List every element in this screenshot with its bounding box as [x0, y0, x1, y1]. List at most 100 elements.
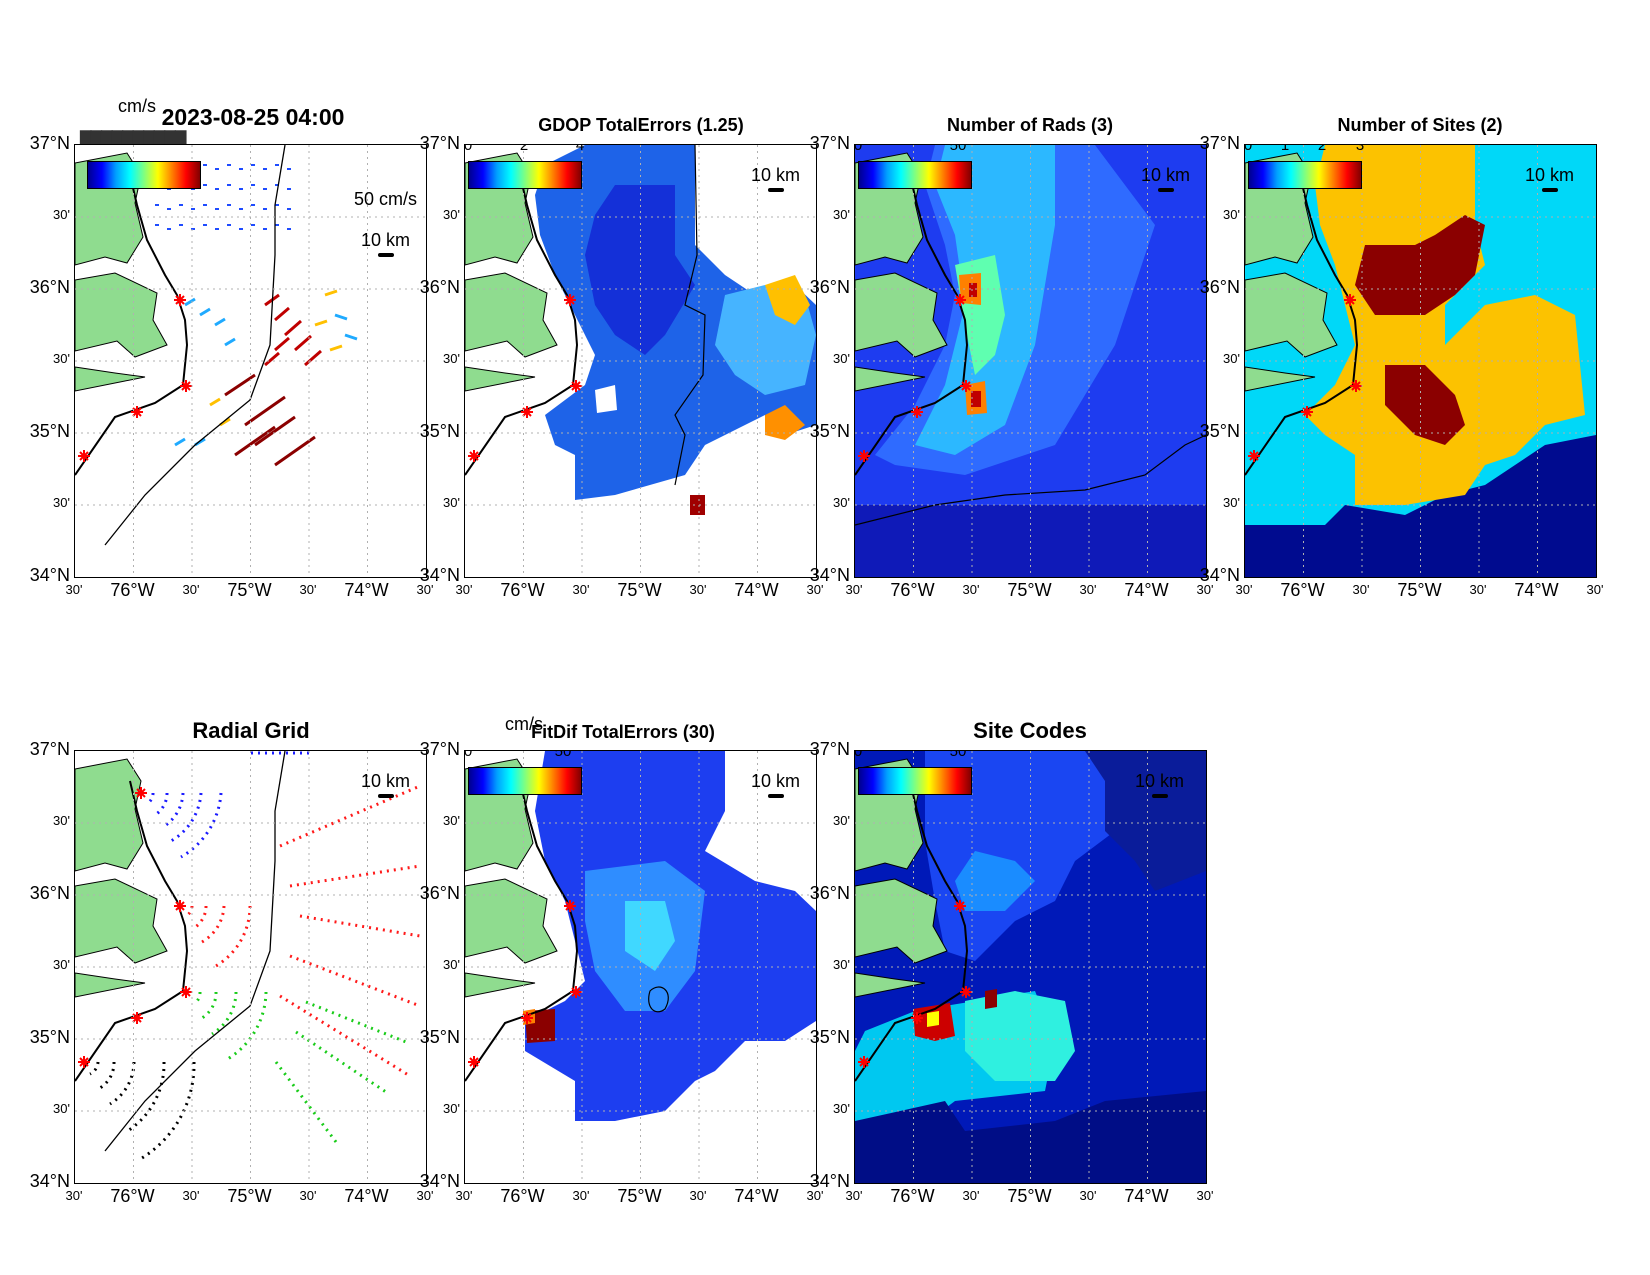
- land-mass: [465, 366, 536, 392]
- longitude-tick-label: 30': [299, 582, 317, 597]
- latitude-tick-label: 34°N: [809, 1171, 850, 1191]
- longitude-tick-label: 30': [182, 1188, 200, 1203]
- latitude-tick-label: 35°N: [1199, 421, 1240, 441]
- coastline: [855, 174, 969, 476]
- colorbar: [468, 161, 582, 189]
- scale-bar: 10 km: [1525, 165, 1574, 192]
- longitude-tick-label: 74°W: [734, 580, 779, 600]
- longitude-tick-label: 30': [455, 1188, 473, 1203]
- latitude-tick-label: 35°N: [419, 421, 460, 441]
- panel-title: Site Codes: [973, 718, 1087, 743]
- longitude-tick-label: 75°W: [617, 580, 662, 600]
- panel-title: FitDif TotalErrors (30): [531, 722, 715, 742]
- longitude-tick-label: 30': [572, 582, 590, 597]
- map-frame: 10 km: [74, 750, 427, 1184]
- longitude-tick-label: 30': [1196, 1188, 1214, 1203]
- map-frame: 0 2 4 10 km: [464, 144, 817, 578]
- longitude-tick-label: 30': [806, 1188, 824, 1203]
- longitude-tick-label: 30': [1469, 582, 1487, 597]
- longitude-tick-label: 76°W: [500, 1186, 545, 1206]
- longitude-tick-label: 30': [299, 1188, 317, 1203]
- latitude-tick-label: 34°N: [29, 565, 70, 585]
- latitude-tick-label: 30': [833, 495, 850, 510]
- scale-bar: 10 km: [1141, 165, 1190, 192]
- latitude-tick-label: 30': [53, 813, 70, 828]
- latitude-tick-label: 35°N: [29, 421, 70, 441]
- longitude-tick-label: 74°W: [734, 1186, 779, 1206]
- longitude-tick-label: 30': [65, 1188, 83, 1203]
- latitude-tick-label: 30': [443, 1101, 460, 1116]
- latitude-tick-label: 30': [443, 957, 460, 972]
- latitude-tick-label: 34°N: [419, 1171, 460, 1191]
- map-canvas: [855, 145, 1206, 577]
- longitude-tick-label: 76°W: [110, 580, 155, 600]
- radial-arcs: [89, 751, 421, 1160]
- longitude-tick-label: 30': [455, 582, 473, 597]
- scale-bar: 10 km: [361, 771, 410, 798]
- panel-title: Radial Grid: [192, 718, 310, 743]
- graticule-lines: [465, 145, 816, 577]
- latitude-tick-label: 36°N: [809, 883, 850, 903]
- latitude-tick-label: 30': [833, 957, 850, 972]
- map-canvas: [75, 751, 426, 1183]
- graticule-lines: [1245, 145, 1596, 577]
- graticule-lines: [465, 751, 816, 1183]
- map-canvas: [465, 751, 816, 1183]
- map-frame: 0 50 10 km: [854, 750, 1207, 1184]
- longitude-tick-label: 76°W: [110, 1186, 155, 1206]
- latitude-tick-label: 35°N: [419, 1027, 460, 1047]
- coastline: [465, 780, 579, 1082]
- land-mass: [75, 366, 146, 392]
- longitude-tick-label: 74°W: [344, 580, 389, 600]
- colorbar: [858, 767, 972, 795]
- coastline: [75, 780, 189, 1082]
- panel-title: 2023-08-25 04:00: [161, 104, 345, 130]
- longitude-tick-label: 30': [1196, 582, 1214, 597]
- longitude-tick-label: 30': [182, 582, 200, 597]
- colorbar: [87, 161, 201, 189]
- colorbar: [468, 767, 582, 795]
- longitude-tick-label: 30': [1079, 1188, 1097, 1203]
- isobath-contour: [104, 751, 286, 1152]
- longitude-tick-label: 30': [689, 582, 707, 597]
- graticule-lines: [75, 145, 426, 577]
- land-mass: [855, 366, 926, 392]
- longitude-tick-label: 30': [416, 1188, 434, 1203]
- latitude-tick-label: 35°N: [809, 421, 850, 441]
- colorbar-unit: cm/s: [118, 96, 156, 116]
- land-mass: [75, 272, 168, 358]
- latitude-tick-label: 30': [443, 813, 460, 828]
- scale-bar: 10 km: [751, 771, 800, 798]
- site-markers: [78, 175, 192, 462]
- panel-title: GDOP TotalErrors (1.25): [538, 115, 744, 135]
- longitude-tick-label: 75°W: [617, 1186, 662, 1206]
- reference-vector-label: 50 cm/s: [354, 189, 418, 209]
- latitude-tick-label: 34°N: [809, 565, 850, 585]
- longitude-tick-label: 30': [572, 1188, 590, 1203]
- gdop-contour: [674, 145, 706, 486]
- latitude-tick-label: 36°N: [809, 277, 850, 297]
- map-canvas: [1245, 145, 1596, 577]
- latitude-tick-label: 37°N: [419, 739, 460, 759]
- site-markers: [468, 294, 582, 462]
- graticule-lines: [855, 751, 1206, 1183]
- longitude-tick-label: 30': [806, 582, 824, 597]
- longitude-tick-label: 75°W: [1397, 580, 1442, 600]
- land-mass: [855, 878, 948, 964]
- latitude-tick-label: 30': [443, 207, 460, 222]
- longitude-tick-label: 75°W: [1007, 1186, 1052, 1206]
- site-markers: [78, 787, 192, 1068]
- colorbar-unit: cm/s: [505, 714, 543, 734]
- longitude-tick-label: 30': [416, 582, 434, 597]
- colorbar: [858, 161, 972, 189]
- longitude-tick-label: 30': [962, 582, 980, 597]
- latitude-tick-label: 30': [833, 207, 850, 222]
- longitude-tick-label: 76°W: [500, 580, 545, 600]
- graticule-lines: [855, 145, 1206, 577]
- map-frame: 10 km 50 cm/s: [74, 144, 427, 578]
- longitude-tick-label: 30': [845, 1188, 863, 1203]
- longitude-tick-label: 30': [1079, 582, 1097, 597]
- fitdif-contour: [648, 986, 669, 1013]
- longitude-tick-label: 75°W: [1007, 580, 1052, 600]
- land-mass: [1245, 366, 1316, 392]
